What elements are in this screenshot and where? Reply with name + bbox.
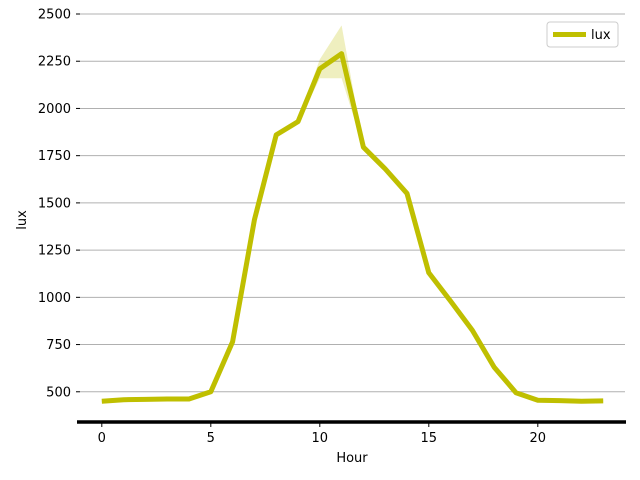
data-point bbox=[145, 399, 146, 400]
data-point bbox=[472, 330, 473, 331]
legend-label: lux bbox=[591, 28, 611, 43]
y-tick-label: 1500 bbox=[38, 196, 71, 211]
data-point bbox=[581, 401, 582, 402]
x-tick-label: 5 bbox=[207, 431, 215, 446]
series-line-lux bbox=[101, 51, 604, 404]
y-axis: 500 750 1000 1250 1500 1750 2000 2250 2500 bbox=[38, 8, 80, 400]
data-point bbox=[363, 147, 364, 148]
data-point bbox=[516, 392, 517, 393]
y-tick-label: 2250 bbox=[38, 55, 71, 70]
y-tick-label: 750 bbox=[46, 338, 71, 353]
confidence-band bbox=[101, 25, 604, 403]
x-tick-label: 10 bbox=[312, 431, 329, 446]
y-tick-label: 1250 bbox=[38, 244, 71, 259]
data-point bbox=[254, 219, 255, 220]
y-tick-label: 1000 bbox=[38, 291, 71, 306]
y-tick-label: 2000 bbox=[38, 102, 71, 117]
data-point bbox=[428, 272, 429, 273]
data-point bbox=[494, 367, 495, 368]
data-point bbox=[210, 391, 211, 392]
data-point bbox=[450, 301, 451, 302]
y-tick-label: 1750 bbox=[38, 149, 71, 164]
data-point bbox=[276, 134, 277, 135]
data-point bbox=[123, 399, 124, 400]
x-tick-label: 15 bbox=[421, 431, 438, 446]
data-point bbox=[189, 398, 190, 399]
x-axis: 0 5 10 15 20 bbox=[77, 420, 626, 446]
y-tick-label: 2500 bbox=[38, 8, 71, 23]
y-axis-title: lux bbox=[15, 210, 30, 230]
data-point bbox=[232, 341, 233, 342]
data-point bbox=[603, 400, 604, 401]
y-tick-label: 500 bbox=[46, 385, 71, 400]
data-point bbox=[298, 121, 299, 122]
series-lines bbox=[101, 51, 604, 404]
data-point bbox=[407, 193, 408, 194]
data-point bbox=[101, 401, 102, 402]
band-area bbox=[101, 25, 604, 403]
x-tick-label: 0 bbox=[98, 431, 106, 446]
horizontal-gridlines bbox=[80, 13, 625, 393]
data-point bbox=[319, 68, 320, 69]
data-point bbox=[537, 400, 538, 401]
data-point bbox=[559, 400, 560, 401]
data-point bbox=[167, 398, 168, 399]
data-point bbox=[385, 168, 386, 169]
x-axis-title: Hour bbox=[336, 451, 368, 466]
x-tick-label: 20 bbox=[530, 431, 547, 446]
legend: lux bbox=[546, 21, 619, 48]
data-point bbox=[341, 53, 342, 54]
